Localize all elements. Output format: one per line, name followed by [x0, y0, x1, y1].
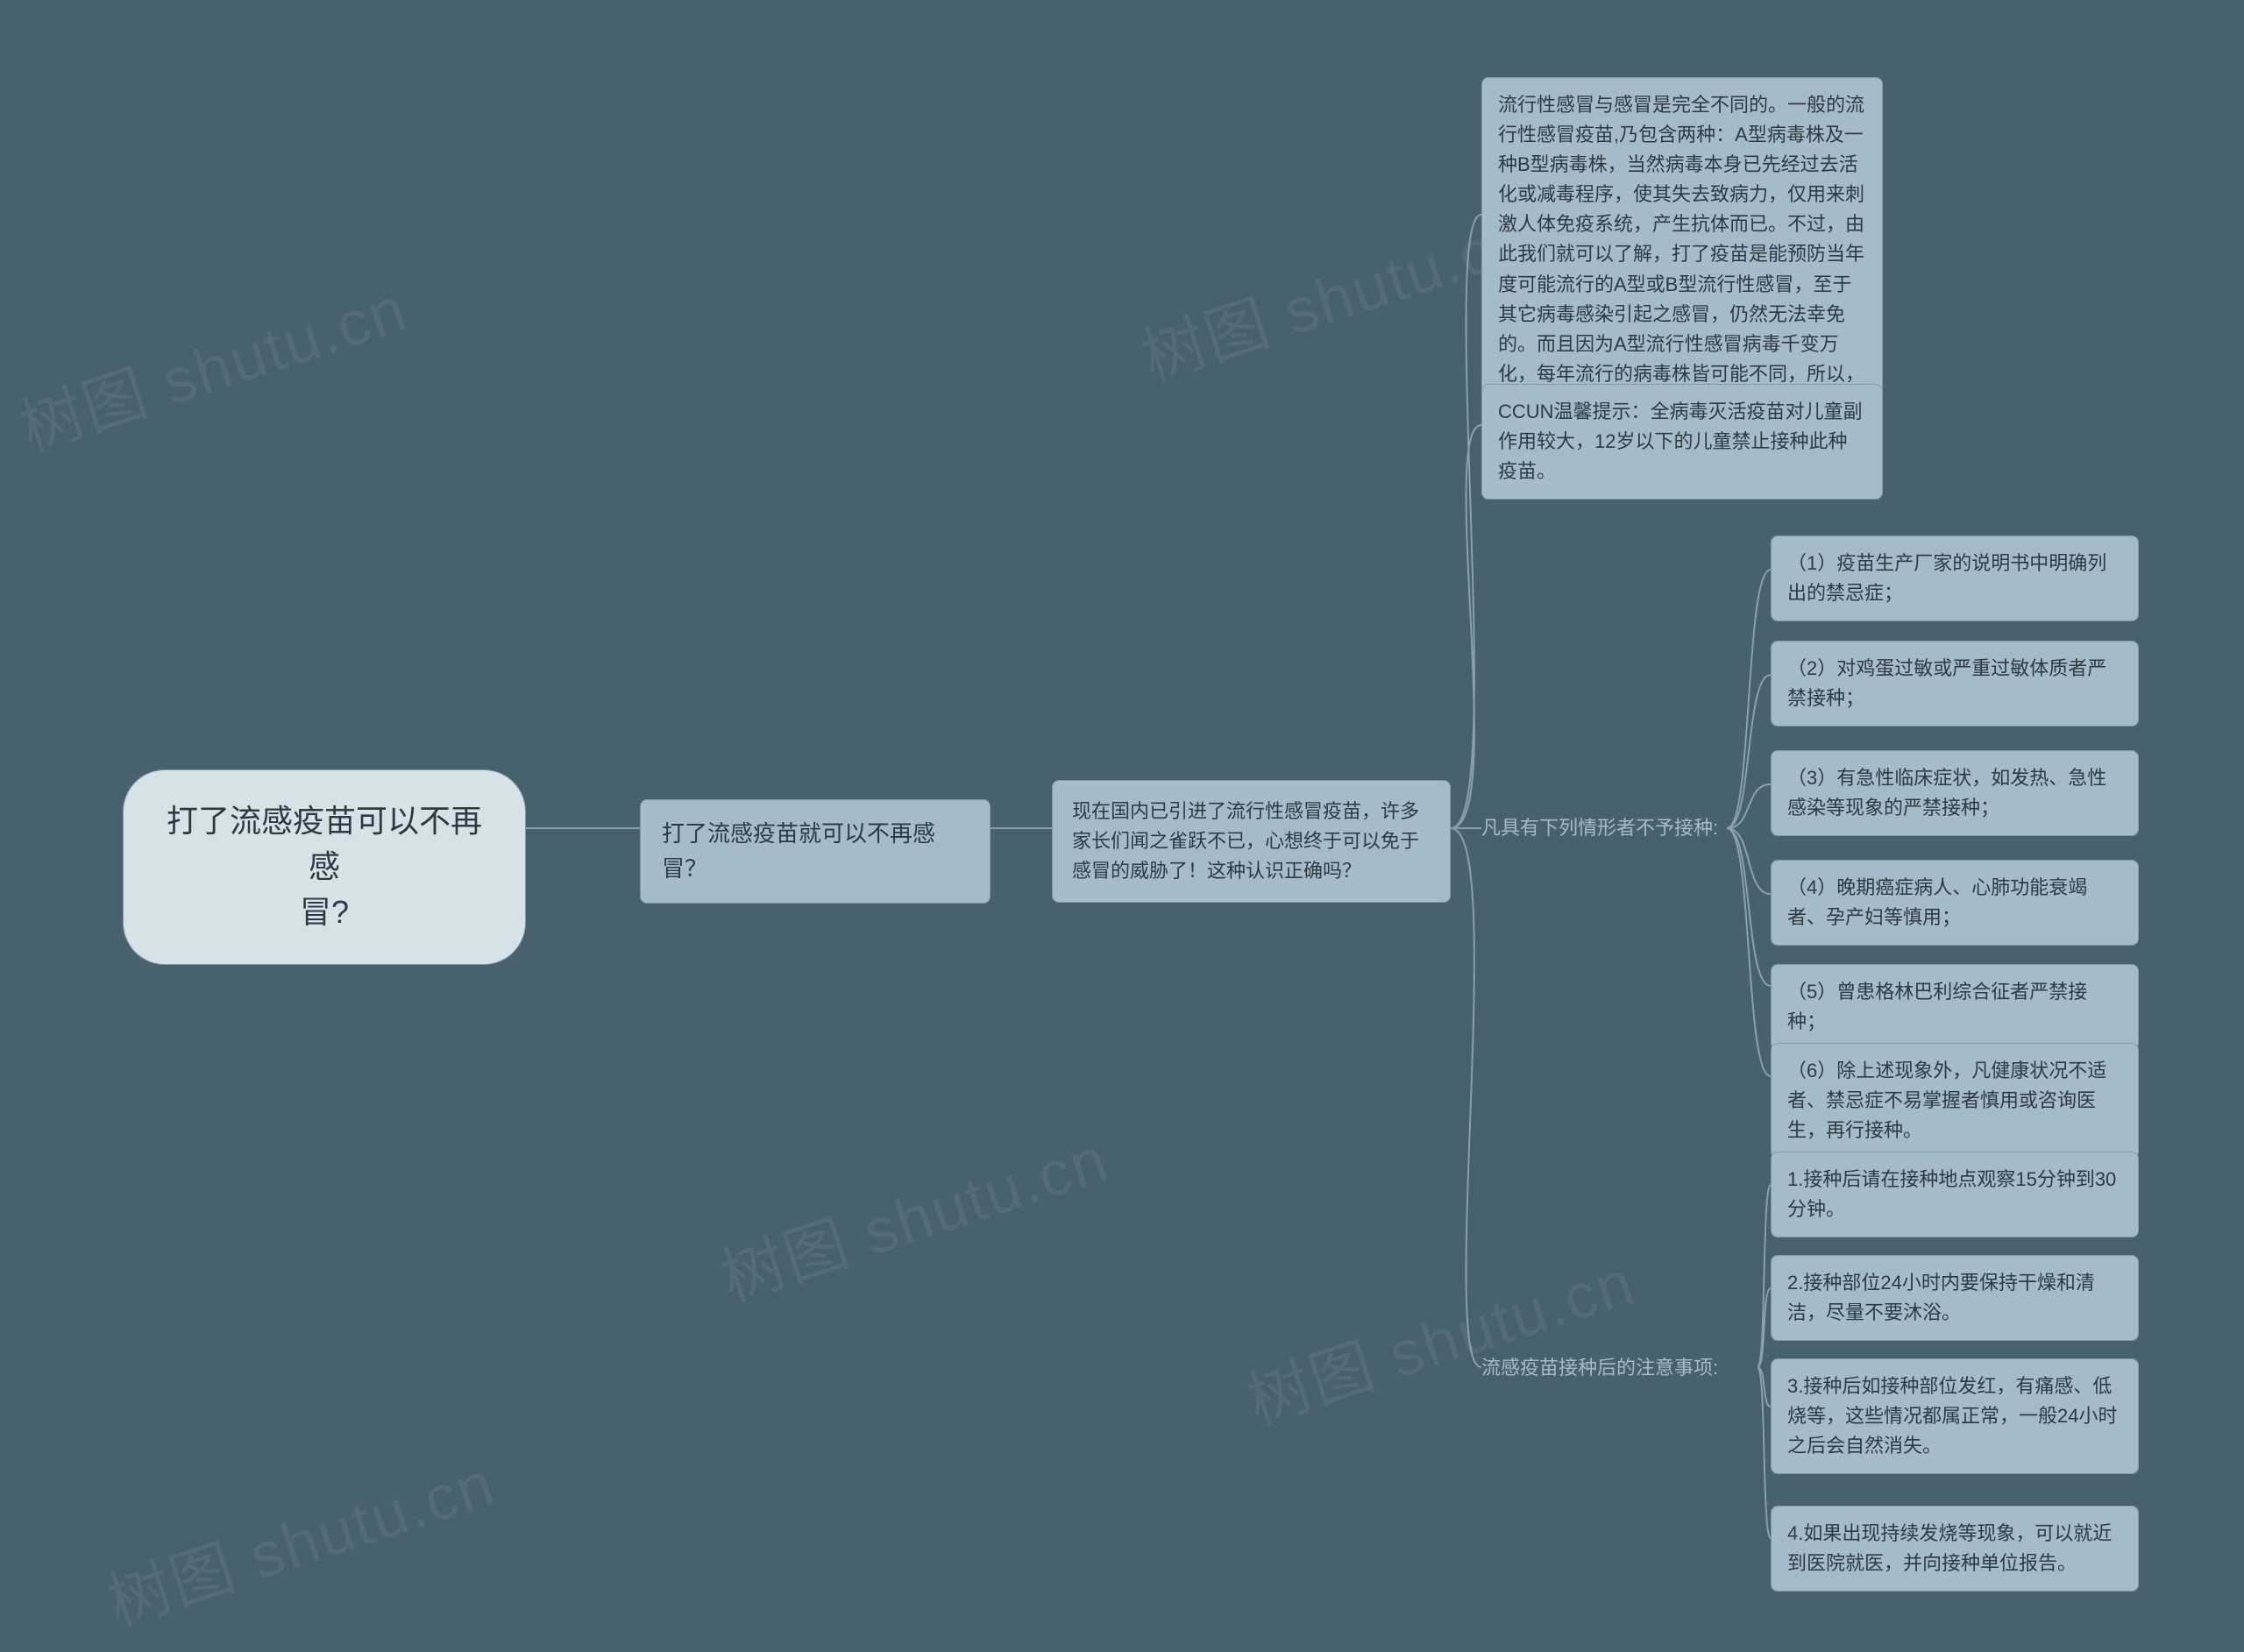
branch-c-item-2[interactable]: （2）对鸡蛋过敏或严重过敏体质者严禁接种； [1771, 641, 2139, 727]
branch-d-item-4[interactable]: 4.如果出现持续发烧等现象，可以就近到医院就医，并向接种单位报告。 [1771, 1506, 2139, 1592]
leaf-b[interactable]: CCUN温馨提示：全病毒灭活疫苗对儿童副作用较大，12岁以下的儿童禁止接种此种疫… [1481, 384, 1883, 500]
branch-c-item-1[interactable]: （1）疫苗生产厂家的说明书中明确列出的禁忌症； [1771, 535, 2139, 621]
level1-node[interactable]: 打了流感疫苗就可以不再感冒？ [640, 799, 991, 904]
branch-c-item-3[interactable]: （3）有急性临床症状，如发热、急性感染等现象的严禁接种； [1771, 750, 2139, 836]
branch-d-item-2[interactable]: 2.接种部位24小时内要保持干燥和清洁，尽量不要沐浴。 [1771, 1255, 2139, 1341]
level2-node[interactable]: 现在国内已引进了流行性感冒疫苗，许多家长们闻之雀跃不已，心想终于可以免于感冒的威… [1052, 780, 1451, 903]
leaf-b-text: CCUN温馨提示：全病毒灭活疫苗对儿童副作用较大，12岁以下的儿童禁止接种此种疫… [1498, 401, 1863, 482]
watermark: 树图 shutu.cn [1234, 1230, 1644, 1442]
branch-c-item-4[interactable]: （4）晚期癌症病人、心肺功能衰竭者、孕产妇等慎用； [1771, 860, 2139, 946]
level1-text: 打了流感疫苗就可以不再感冒？ [662, 820, 935, 882]
branch-c-item-5[interactable]: （5）曾患格林巴利综合征者严禁接种； [1771, 964, 2139, 1050]
branch-d-item-3[interactable]: 3.接种后如接种部位发红，有痛感、低烧等，这些情况都属正常，一般24小时之后会自… [1771, 1358, 2139, 1474]
watermark: 树图 shutu.cn [1129, 188, 1539, 399]
branch-d-item-1[interactable]: 1.接种后请在接种地点观察15分钟到30分钟。 [1771, 1152, 2139, 1237]
leaf-a[interactable]: 流行性感冒与感冒是完全不同的。一般的流行性感冒疫苗,乃包含两种：A型病毒株及一种… [1481, 77, 1883, 432]
root-line1: 打了流感疫苗可以不再感 [167, 803, 482, 884]
branch-d-title[interactable]: 流感疫苗接种后的注意事项: [1481, 1353, 1758, 1382]
branch-c-title[interactable]: 凡具有下列情形者不予接种: [1481, 813, 1727, 842]
level2-text: 现在国内已引进了流行性感冒疫苗，许多家长们闻之雀跃不已，心想终于可以免于感冒的威… [1072, 800, 1419, 882]
root-node[interactable]: 打了流感疫苗可以不再感 冒? [123, 769, 526, 965]
root-line2: 冒? [300, 894, 349, 930]
branch-c-item-6[interactable]: （6）除上述现象外，凡健康状况不适者、禁忌症不易掌握者慎用或咨询医生，再行接种。 [1771, 1043, 2139, 1159]
watermark: 树图 shutu.cn [7, 258, 417, 469]
watermark: 树图 shutu.cn [708, 1108, 1118, 1319]
leaf-a-text: 流行性感冒与感冒是完全不同的。一般的流行性感冒疫苗,乃包含两种：A型病毒株及一种… [1498, 94, 1864, 415]
watermark: 树图 shutu.cn [95, 1432, 505, 1643]
